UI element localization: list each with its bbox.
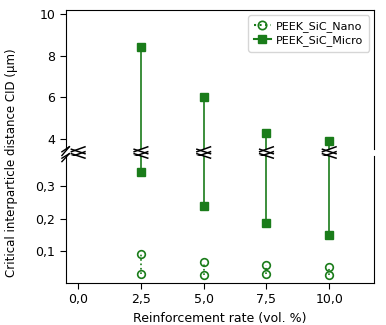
X-axis label: Reinforcement rate (vol. %): Reinforcement rate (vol. %) [133, 312, 307, 325]
Text: Critical interparticle distance CID (µm): Critical interparticle distance CID (µm) [5, 48, 18, 277]
Legend: PEEK_SiC_Nano, PEEK_SiC_Micro: PEEK_SiC_Nano, PEEK_SiC_Micro [248, 15, 369, 52]
